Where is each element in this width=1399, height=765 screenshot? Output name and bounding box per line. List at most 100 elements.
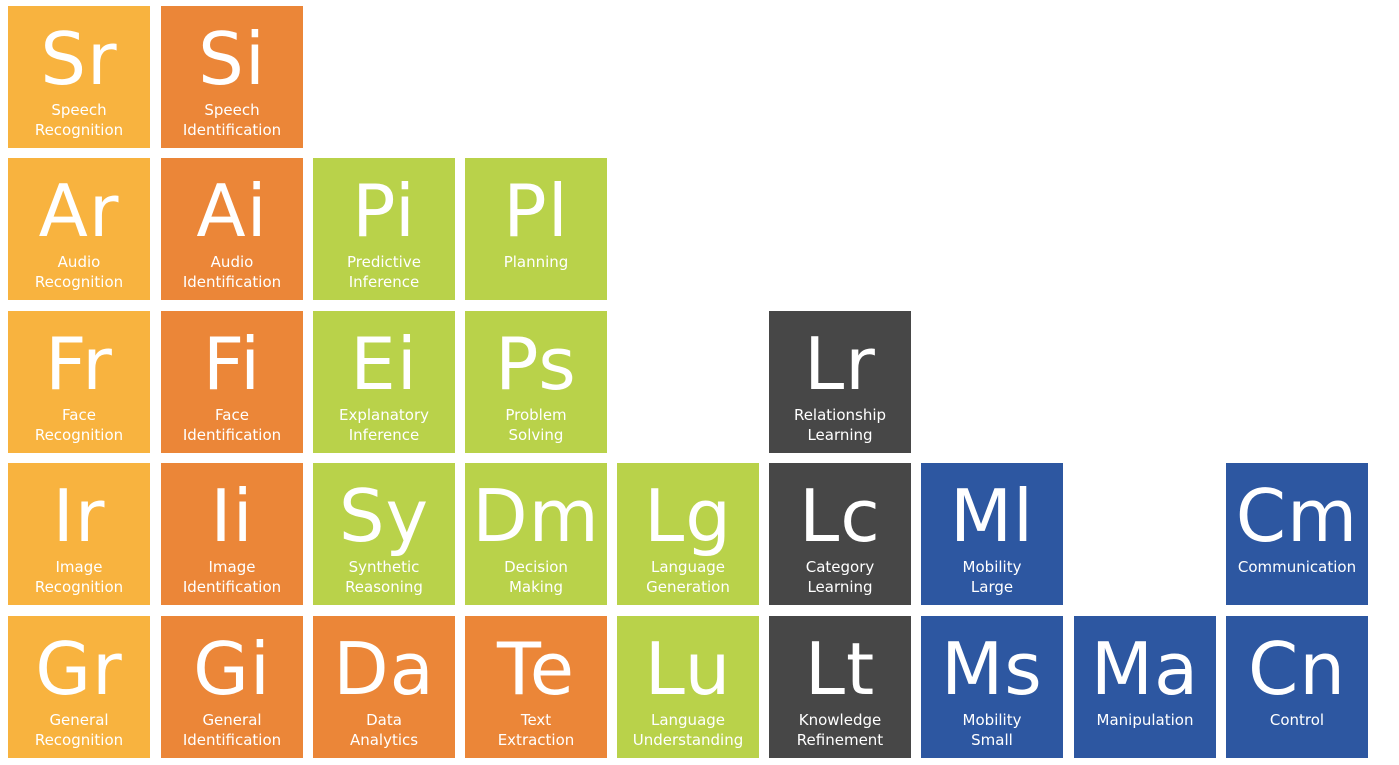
element-name-line2: Recognition bbox=[34, 426, 124, 444]
element-tile-ii: Ii Image Identification bbox=[161, 463, 303, 605]
element-name: Language Understanding bbox=[619, 710, 757, 750]
element-name: Face Identification bbox=[163, 405, 301, 445]
element-name-line2: Recognition bbox=[34, 578, 124, 596]
element-name-line1: Knowledge bbox=[798, 711, 882, 729]
element-symbol: Te bbox=[496, 627, 576, 711]
element-tile-lg: Lg Language Generation bbox=[617, 463, 759, 605]
element-symbol: Gr bbox=[35, 627, 123, 711]
element-name-line1: General bbox=[49, 711, 109, 729]
element-symbol: Lu bbox=[644, 627, 732, 711]
element-tile-ir: Ir Image Recognition bbox=[8, 463, 150, 605]
element-tile-dm: Dm Decision Making bbox=[465, 463, 607, 605]
element-name-line1: Synthetic bbox=[348, 558, 420, 576]
element-name-line1: Image bbox=[208, 558, 256, 576]
element-symbol: Da bbox=[333, 627, 435, 711]
element-name-line2: Solving bbox=[508, 426, 564, 444]
element-symbol: Ar bbox=[38, 169, 120, 253]
element-name-line2: Inference bbox=[348, 426, 420, 444]
element-tile-ai: Ai Audio Identification bbox=[161, 158, 303, 300]
element-symbol: Ir bbox=[52, 474, 106, 558]
element-name: Knowledge Refinement bbox=[771, 710, 909, 750]
element-name-line2: Learning bbox=[807, 578, 873, 596]
element-name-line2: Analytics bbox=[349, 731, 419, 749]
element-name-line2: Large bbox=[970, 578, 1014, 596]
element-name: Problem Solving bbox=[467, 405, 605, 445]
element-name-line1: Speech bbox=[51, 101, 107, 119]
element-name: Mobility Small bbox=[923, 710, 1061, 750]
element-name: Audio Identification bbox=[163, 252, 301, 292]
element-name-line2: Learning bbox=[807, 426, 873, 444]
element-name: Synthetic Reasoning bbox=[315, 557, 453, 597]
element-name: Data Analytics bbox=[315, 710, 453, 750]
element-name: Category Learning bbox=[771, 557, 909, 597]
element-symbol: Ps bbox=[495, 322, 577, 406]
element-tile-ar: Ar Audio Recognition bbox=[8, 158, 150, 300]
element-symbol: Lc bbox=[799, 474, 881, 558]
element-name-line2: Recognition bbox=[34, 731, 124, 749]
element-symbol: Sy bbox=[338, 474, 430, 558]
element-name: Decision Making bbox=[467, 557, 605, 597]
element-name: Audio Recognition bbox=[10, 252, 148, 292]
element-name-line1: General bbox=[202, 711, 262, 729]
element-name: Control bbox=[1228, 710, 1366, 730]
element-name: Text Extraction bbox=[467, 710, 605, 750]
element-symbol: Fr bbox=[45, 322, 113, 406]
element-symbol: Fi bbox=[202, 322, 262, 406]
element-name-line1: Language bbox=[650, 711, 726, 729]
element-name: Relationship Learning bbox=[771, 405, 909, 445]
element-tile-lr: Lr Relationship Learning bbox=[769, 311, 911, 453]
element-name-line1: Predictive bbox=[347, 253, 421, 271]
element-name: Communication bbox=[1228, 557, 1366, 577]
element-name-line2: Recognition bbox=[34, 273, 124, 291]
element-name-line1: Mobility bbox=[962, 711, 1022, 729]
element-name-line1: Audio bbox=[210, 253, 254, 271]
element-name-line2: Inference bbox=[348, 273, 420, 291]
element-name-line1: Speech bbox=[204, 101, 260, 119]
element-tile-sy: Sy Synthetic Reasoning bbox=[313, 463, 455, 605]
element-name: Planning bbox=[467, 252, 605, 272]
element-tile-ms: Ms Mobility Small bbox=[921, 616, 1063, 758]
element-name: Mobility Large bbox=[923, 557, 1061, 597]
element-tile-lt: Lt Knowledge Refinement bbox=[769, 616, 911, 758]
element-symbol: Ma bbox=[1090, 627, 1200, 711]
element-name-line1: Explanatory bbox=[338, 406, 430, 424]
element-symbol: Ai bbox=[196, 169, 268, 253]
element-name-line1: Data bbox=[366, 711, 402, 729]
element-name-line2: Extraction bbox=[497, 731, 575, 749]
element-tile-ml: Ml Mobility Large bbox=[921, 463, 1063, 605]
element-symbol: Cn bbox=[1248, 627, 1346, 711]
element-tile-si: Si Speech Identification bbox=[161, 6, 303, 148]
element-name-line2: Identification bbox=[182, 273, 282, 291]
element-name-line1: Problem bbox=[505, 406, 567, 424]
element-name: General Recognition bbox=[10, 710, 148, 750]
element-tile-lc: Lc Category Learning bbox=[769, 463, 911, 605]
element-name-line1: Text bbox=[520, 711, 552, 729]
element-name-line1: Control bbox=[1269, 711, 1325, 729]
element-tile-gr: Gr General Recognition bbox=[8, 616, 150, 758]
element-name: Image Identification bbox=[163, 557, 301, 597]
element-symbol: Ei bbox=[350, 322, 418, 406]
element-name-line1: Face bbox=[215, 406, 249, 424]
element-symbol: Sr bbox=[40, 17, 118, 101]
element-name-line1: Category bbox=[805, 558, 875, 576]
element-symbol: Gi bbox=[193, 627, 271, 711]
element-tile-lu: Lu Language Understanding bbox=[617, 616, 759, 758]
element-name-line2: Identification bbox=[182, 121, 282, 139]
element-name-line2: Reasoning bbox=[345, 578, 423, 596]
element-name-line1: Image bbox=[55, 558, 103, 576]
element-name-line2: Identification bbox=[182, 426, 282, 444]
element-name: General Identification bbox=[163, 710, 301, 750]
element-symbol: Lg bbox=[644, 474, 732, 558]
element-name-line1: Relationship bbox=[793, 406, 887, 424]
element-name-line1: Decision bbox=[504, 558, 568, 576]
element-name: Image Recognition bbox=[10, 557, 148, 597]
element-symbol: Si bbox=[198, 17, 266, 101]
element-name-line2: Understanding bbox=[632, 731, 744, 749]
element-symbol: Cm bbox=[1235, 474, 1359, 558]
element-tile-da: Da Data Analytics bbox=[313, 616, 455, 758]
element-tile-ma: Ma Manipulation bbox=[1074, 616, 1216, 758]
element-symbol: Pl bbox=[503, 169, 569, 253]
element-name: Predictive Inference bbox=[315, 252, 453, 292]
element-tile-te: Te Text Extraction bbox=[465, 616, 607, 758]
